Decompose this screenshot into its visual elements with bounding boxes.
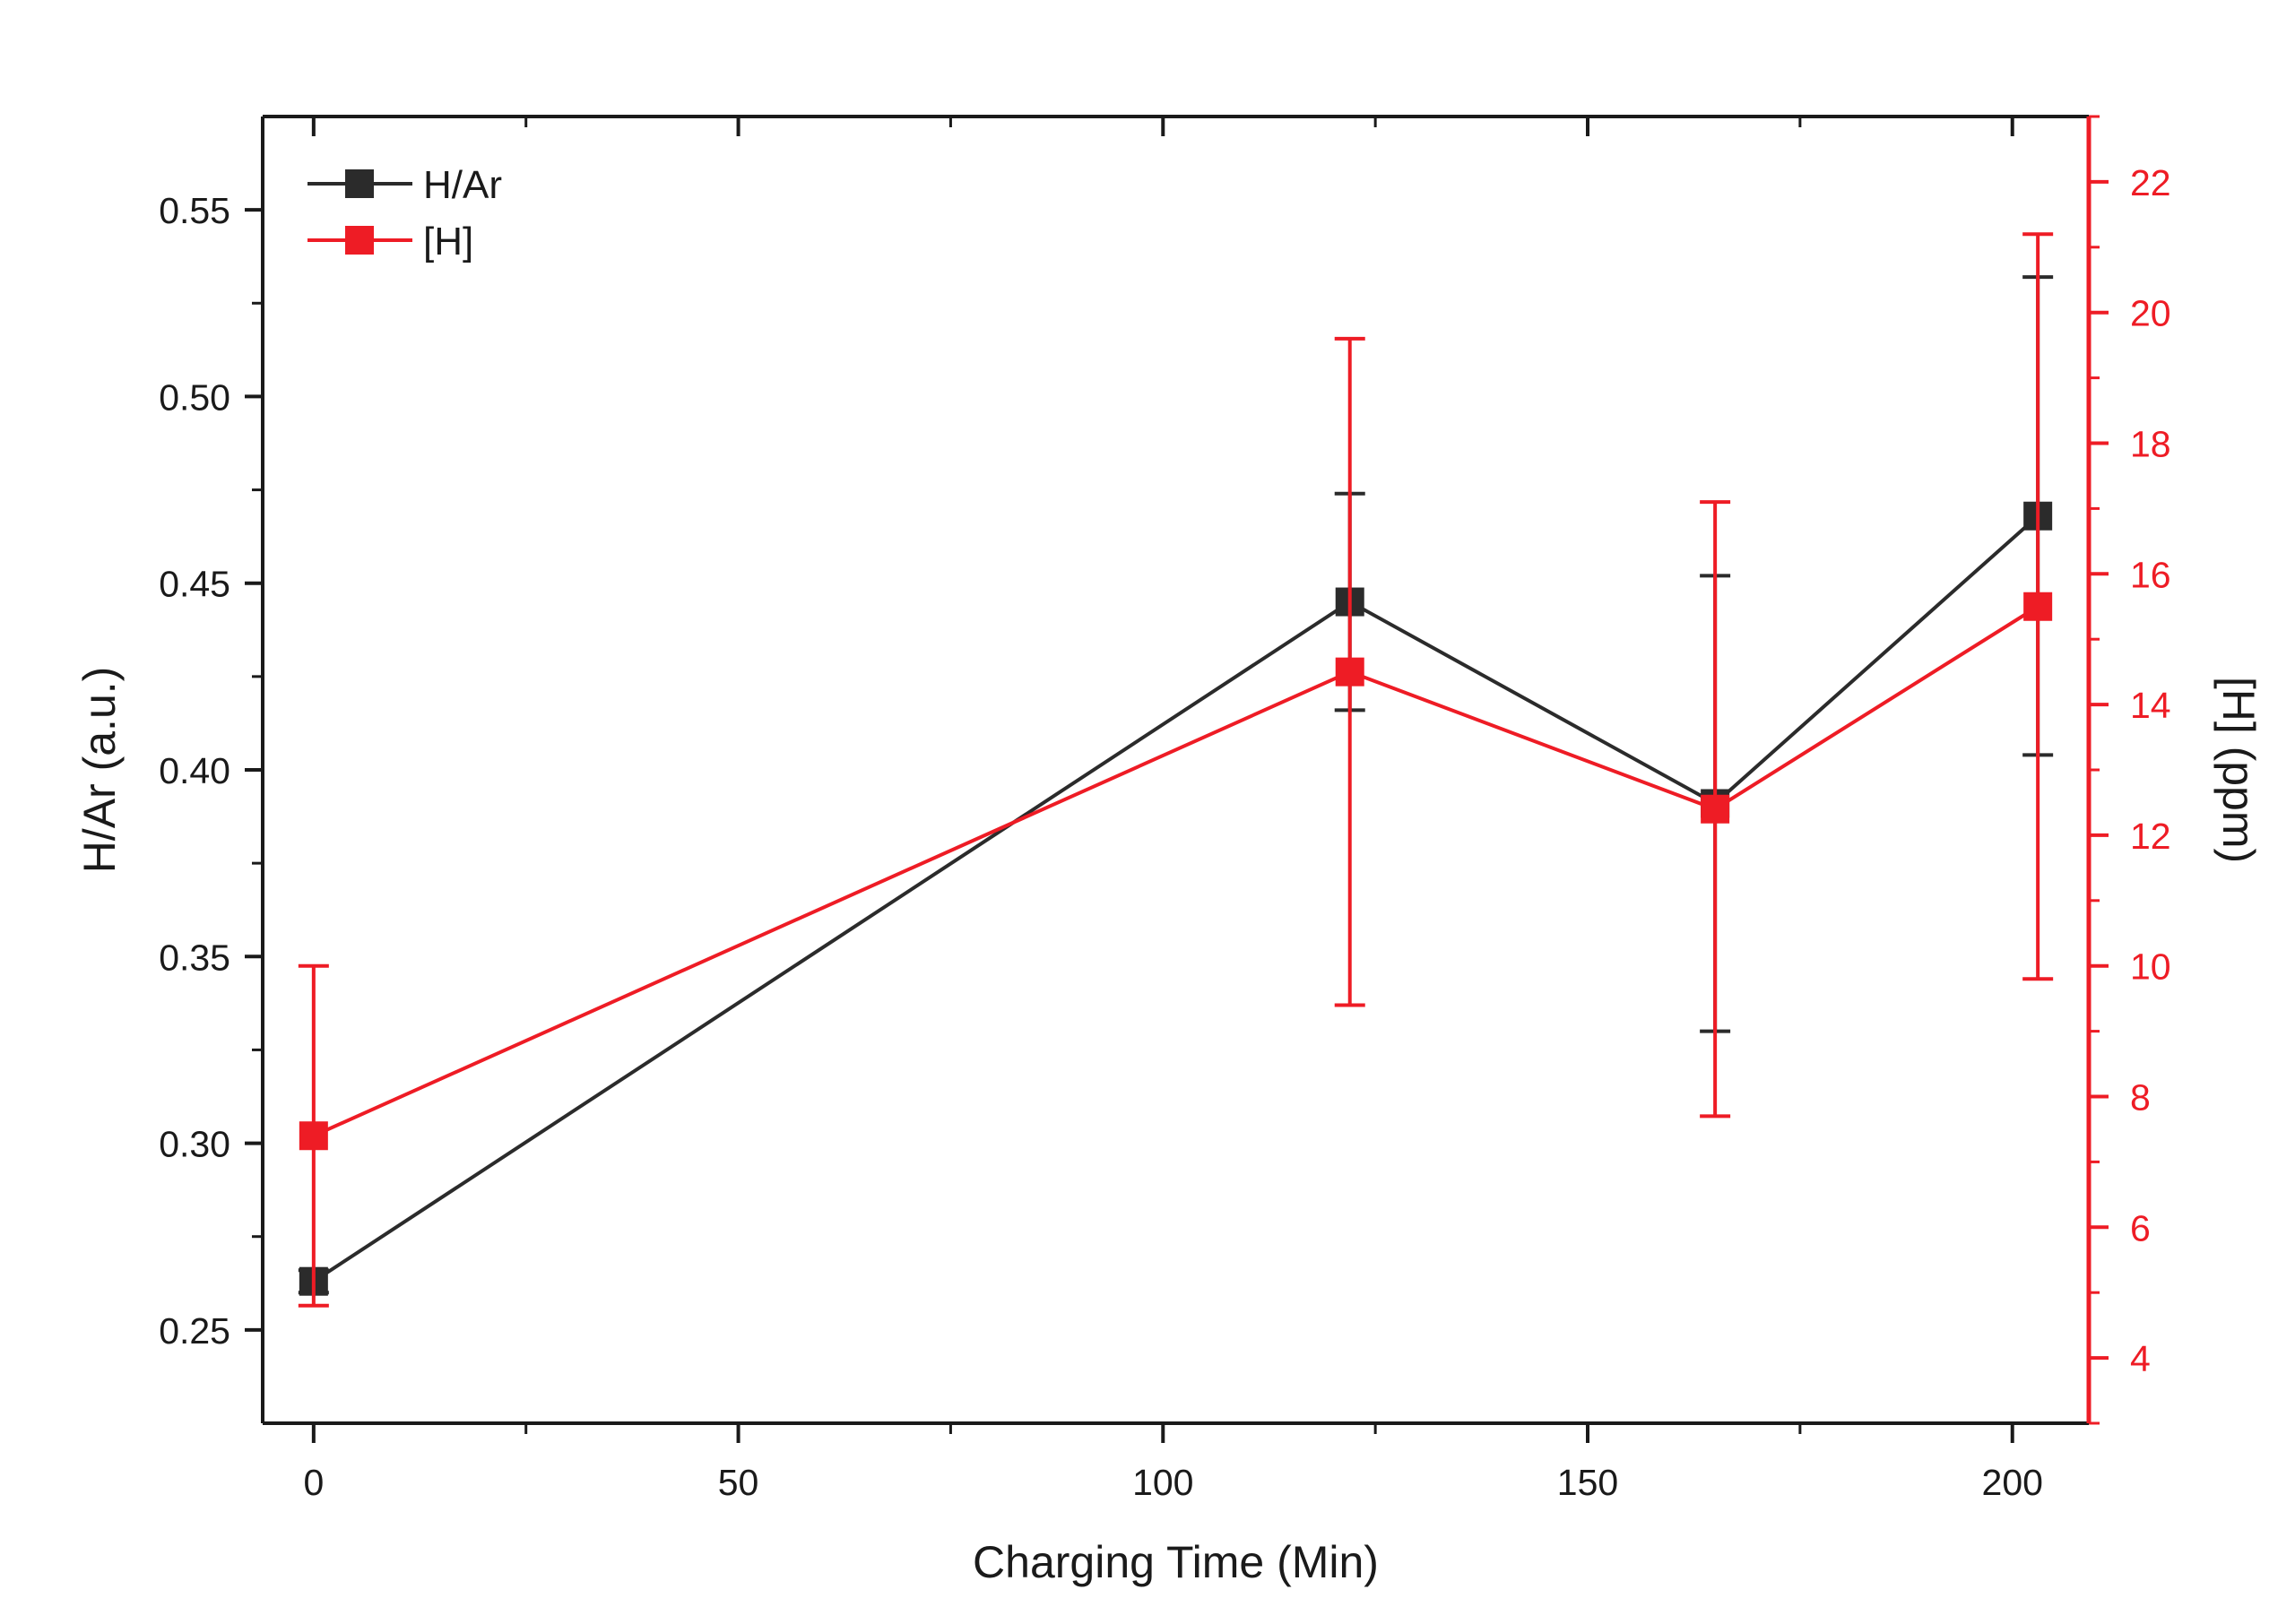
legend-label: H/Ar [423,163,502,207]
right-y-tick-label: 14 [2130,685,2171,726]
left-y-tick-label: 0.55 [159,190,230,231]
right-y-tick-label: 22 [2130,162,2171,203]
data-point [2023,592,2053,621]
right-y-tick-label: 6 [2130,1207,2151,1248]
left-y-axis-title: H/Ar (a.u.) [74,667,125,874]
left-y-tick-label: 0.30 [159,1124,230,1165]
legend-marker [345,226,374,255]
series-line [313,605,2040,1138]
x-tick-label: 150 [1557,1462,1618,1503]
left-y-tick-label: 0.50 [159,376,230,418]
x-tick-label: 100 [1132,1462,1193,1503]
right-y-tick-label: 10 [2130,946,2171,988]
left-y-tick-label: 0.35 [159,937,230,978]
left-y-axis: 0.25 0.30 0.35 0.40 0.45 0.50 0.55 [159,190,263,1352]
x-axis-title: Charging Time (Min) [973,1537,1379,1587]
series-h-ppm [298,232,2054,1308]
right-y-axis-title: [H] (ppm) [2213,677,2264,863]
x-tick-label: 50 [718,1462,759,1503]
legend-label: [H] [423,220,473,263]
data-point [1701,794,1730,824]
data-point [1335,657,1364,687]
x-tick-label: 0 [303,1462,324,1503]
left-y-tick-label: 0.45 [159,564,230,605]
right-y-tick-label: 4 [2130,1338,2151,1379]
data-point [299,1121,328,1151]
x-tick-label: 200 [1982,1462,2043,1503]
right-y-tick-label: 18 [2130,424,2171,465]
right-y-tick-label: 20 [2130,293,2171,334]
right-y-axis: 4 6 8 10 12 14 16 18 20 22 [2089,115,2171,1425]
series-layer [298,232,2054,1308]
left-y-tick-label: 0.40 [159,750,230,791]
series-line [312,514,2040,1283]
x-axis: 0 50 100 150 200 [303,117,2043,1503]
right-y-tick-label: 12 [2130,816,2171,857]
legend-marker [345,169,374,198]
left-y-tick-label: 0.25 [159,1310,230,1352]
legend: H/Ar [H] [307,163,502,263]
right-y-tick-label: 16 [2130,554,2171,595]
right-y-tick-label: 8 [2130,1077,2151,1119]
